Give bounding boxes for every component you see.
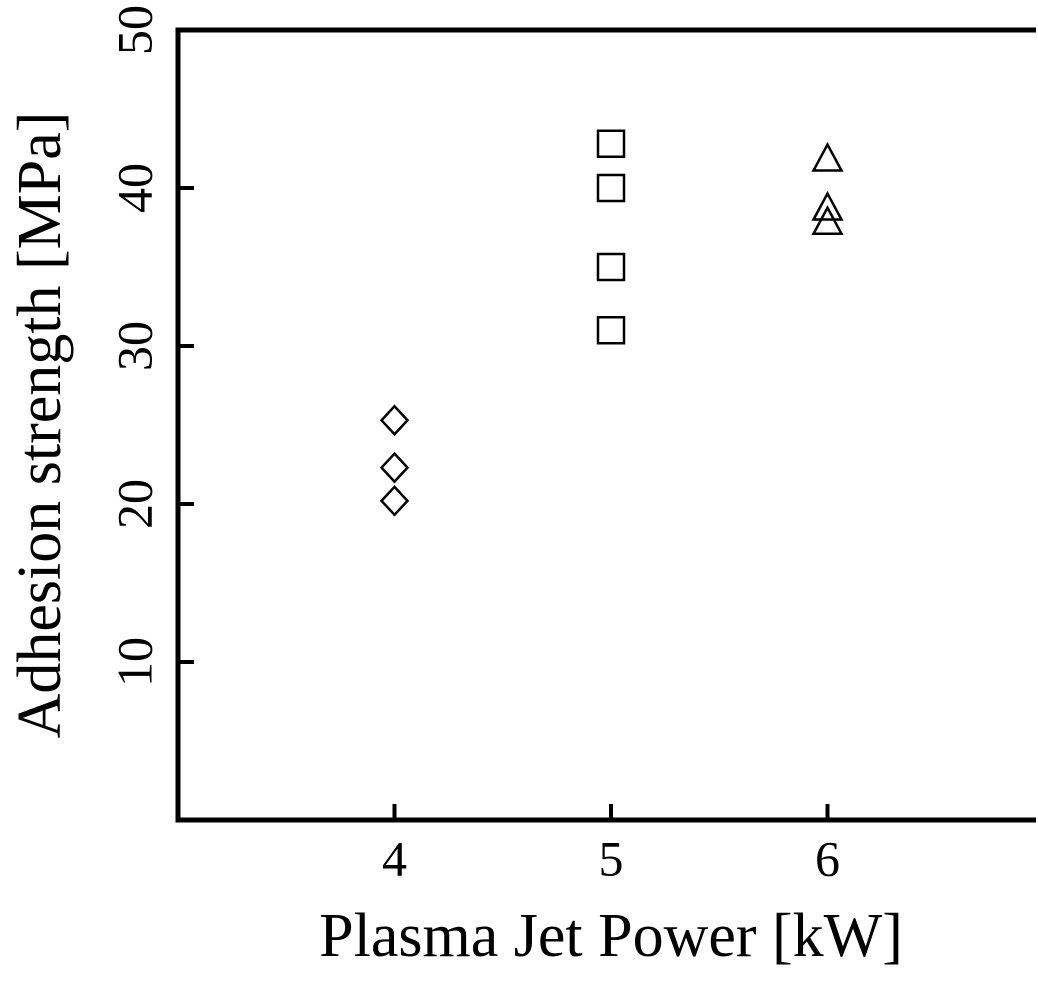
y-tick-label: 40: [106, 163, 162, 213]
scatter-point: [811, 141, 844, 172]
x-tick-label: 4: [382, 830, 407, 886]
x-tick-label: 5: [599, 830, 624, 886]
scatter-point: [596, 315, 626, 345]
y-tick-label: 10: [106, 637, 162, 687]
y-tick-label: 30: [106, 321, 162, 371]
scatter-point: [596, 173, 626, 203]
scatter-point: [596, 129, 626, 159]
scatter-point: [811, 190, 844, 221]
scatter-point: [379, 485, 410, 517]
x-axis-title: Plasma Jet Power [kW]: [319, 902, 903, 970]
y-tick-label: 20: [106, 479, 162, 529]
plot-frame: [175, 27, 1036, 823]
scatter-point: [811, 205, 844, 236]
scatter-point: [379, 451, 410, 484]
x-tick-label: 6: [815, 830, 840, 886]
y-axis-title: Adhesion strength [MPa]: [6, 112, 74, 739]
scatter-point: [596, 252, 626, 282]
y-tick-label: 50: [106, 5, 162, 55]
scatter-point: [379, 404, 410, 437]
